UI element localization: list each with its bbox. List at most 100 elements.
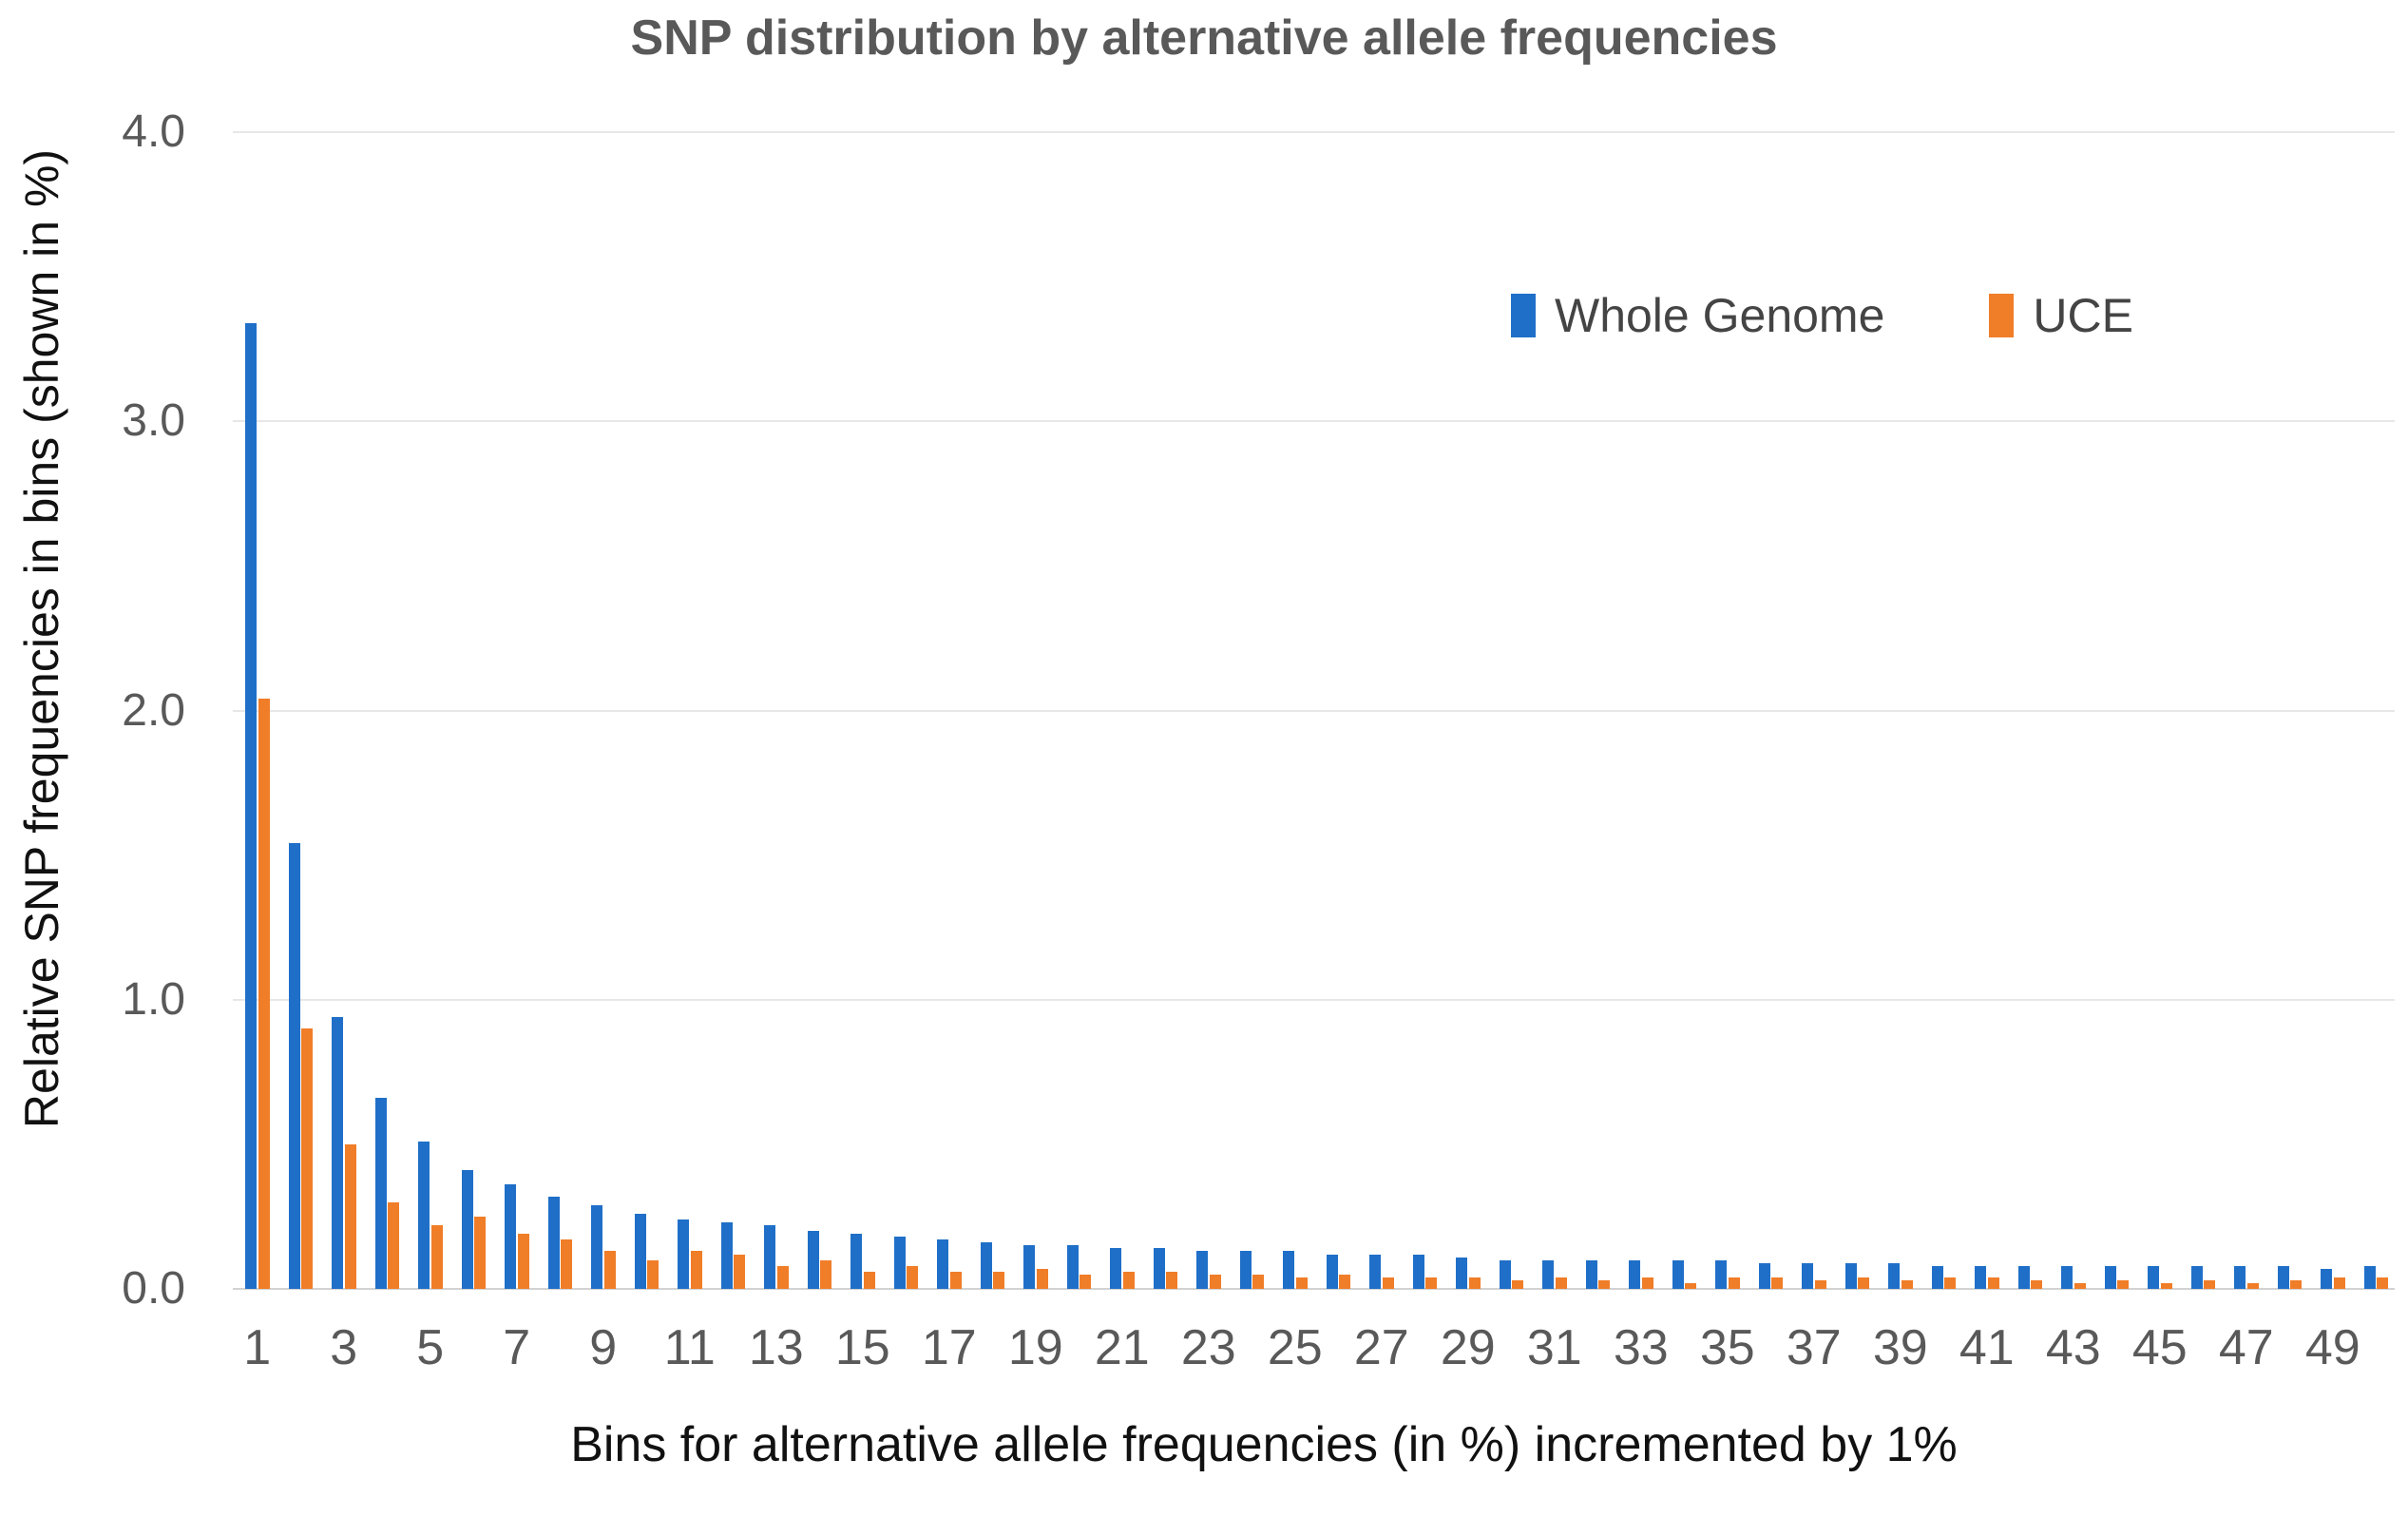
x-tick-label-31: 31: [1526, 1320, 1582, 1375]
bar-uce-bin-14: [820, 1259, 831, 1289]
bar-uce-bin-42: [2031, 1279, 2042, 1289]
y-tick-label-0.0: 0.0: [122, 1263, 185, 1314]
bar-whole-genome-bin-11: [678, 1219, 689, 1289]
bar-uce-bin-12: [734, 1254, 745, 1289]
legend-item-whole-genome: Whole Genome: [1511, 288, 1884, 343]
bar-uce-bin-28: [1425, 1277, 1437, 1289]
x-tick-label-15: 15: [834, 1320, 890, 1375]
bar-whole-genome-bin-35: [1715, 1259, 1727, 1289]
bar-whole-genome-bin-39: [1888, 1262, 1900, 1289]
bar-uce-bin-34: [1685, 1282, 1696, 1289]
x-tick-label-33: 33: [1613, 1320, 1669, 1375]
bar-whole-genome-bin-6: [461, 1170, 473, 1289]
bar-uce-bin-9: [603, 1251, 616, 1289]
y-tick-label-4.0: 4.0: [122, 106, 185, 157]
bar-uce-bin-10: [647, 1259, 659, 1289]
x-tick-label-27: 27: [1353, 1320, 1409, 1375]
gridline-y-2.0: [233, 709, 2395, 712]
bar-uce-bin-1: [258, 699, 270, 1289]
bar-uce-bin-47: [2246, 1282, 2259, 1289]
bar-uce-bin-20: [1080, 1274, 1091, 1289]
bar-whole-genome-bin-34: [1672, 1259, 1684, 1289]
bar-whole-genome-bin-42: [2017, 1265, 2030, 1289]
bar-uce-bin-36: [1771, 1277, 1783, 1289]
legend-label-whole-genome: Whole Genome: [1555, 289, 1885, 342]
bar-uce-bin-46: [2204, 1279, 2215, 1289]
bar-uce-bin-6: [474, 1216, 486, 1289]
x-tick-label-41: 41: [1959, 1320, 2015, 1375]
x-tick-label-13: 13: [748, 1320, 804, 1375]
bar-uce-bin-48: [2290, 1279, 2302, 1289]
bar-whole-genome-bin-50: [2363, 1265, 2376, 1289]
x-tick-label-1: 1: [243, 1320, 272, 1375]
x-tick-label-7: 7: [503, 1320, 531, 1375]
bar-whole-genome-bin-45: [2148, 1265, 2159, 1289]
bar-whole-genome-bin-25: [1283, 1251, 1294, 1289]
bar-uce-bin-17: [949, 1271, 962, 1289]
legend-swatch-whole-genome-icon: [1511, 294, 1536, 337]
bar-uce-bin-15: [863, 1271, 875, 1289]
bar-whole-genome-bin-12: [720, 1222, 733, 1289]
bar-uce-bin-19: [1036, 1268, 1048, 1289]
x-tick-label-43: 43: [2045, 1320, 2101, 1375]
y-tick-label-1.0: 1.0: [122, 973, 185, 1025]
x-axis-baseline: [233, 1288, 2395, 1290]
bar-uce-bin-37: [1814, 1279, 1826, 1289]
bar-uce-bin-33: [1641, 1277, 1653, 1289]
bar-whole-genome-bin-48: [2277, 1265, 2289, 1289]
bar-uce-bin-26: [1339, 1274, 1350, 1289]
gridline-y-1.0: [233, 998, 2395, 1001]
bar-whole-genome-bin-41: [1975, 1265, 1986, 1289]
bar-uce-bin-31: [1555, 1277, 1567, 1289]
x-tick-label-39: 39: [1872, 1320, 1928, 1375]
x-axis-title: Bins for alternative allele frequencies …: [570, 1417, 1958, 1472]
y-tick-label-2.0: 2.0: [122, 684, 185, 736]
bar-uce-bin-41: [1987, 1277, 1999, 1289]
bar-uce-bin-50: [2377, 1277, 2388, 1289]
bar-whole-genome-bin-38: [1844, 1262, 1857, 1289]
bar-uce-bin-49: [2333, 1277, 2345, 1289]
bar-uce-bin-7: [517, 1234, 529, 1289]
x-tick-label-47: 47: [2218, 1320, 2274, 1375]
chart-title: SNP distribution by alternative allele f…: [630, 10, 1778, 66]
bar-uce-bin-38: [1858, 1277, 1869, 1289]
x-tick-label-17: 17: [921, 1320, 977, 1375]
bar-whole-genome-bin-36: [1758, 1262, 1770, 1289]
bar-uce-bin-22: [1166, 1271, 1177, 1289]
bar-whole-genome-bin-37: [1802, 1262, 1813, 1289]
bar-uce-bin-16: [907, 1265, 918, 1289]
x-tick-label-11: 11: [663, 1320, 716, 1375]
plot-area: [233, 131, 2395, 1290]
bar-uce-bin-45: [2160, 1282, 2172, 1289]
bar-whole-genome-bin-5: [418, 1141, 430, 1289]
bar-whole-genome-bin-47: [2234, 1265, 2246, 1289]
bar-uce-bin-13: [776, 1265, 789, 1289]
x-tick-label-29: 29: [1440, 1320, 1496, 1375]
bar-uce-bin-8: [561, 1239, 572, 1289]
bar-uce-bin-43: [2074, 1282, 2086, 1289]
bar-uce-bin-21: [1122, 1271, 1135, 1289]
x-tick-label-45: 45: [2131, 1320, 2188, 1375]
bar-whole-genome-bin-21: [1110, 1248, 1121, 1289]
bar-uce-bin-5: [430, 1225, 443, 1289]
bar-whole-genome-bin-22: [1153, 1248, 1165, 1289]
bar-whole-genome-bin-23: [1196, 1251, 1208, 1289]
legend-label-uce: UCE: [2033, 289, 2133, 342]
bar-whole-genome-bin-20: [1066, 1245, 1079, 1289]
x-tick-label-9: 9: [589, 1320, 618, 1375]
x-tick-label-35: 35: [1699, 1320, 1755, 1375]
bar-whole-genome-bin-7: [505, 1184, 516, 1289]
gridline-y-3.0: [233, 420, 2395, 423]
bar-uce-bin-44: [2117, 1279, 2129, 1289]
legend: Whole Genome UCE: [1511, 288, 2133, 343]
bar-uce-bin-23: [1209, 1274, 1221, 1289]
bar-whole-genome-bin-29: [1456, 1257, 1467, 1289]
bar-whole-genome-bin-19: [1023, 1245, 1035, 1289]
bar-uce-bin-30: [1512, 1279, 1523, 1289]
bar-whole-genome-bin-14: [807, 1231, 819, 1289]
bar-whole-genome-bin-17: [937, 1239, 948, 1289]
bar-whole-genome-bin-24: [1239, 1251, 1252, 1289]
x-tick-label-19: 19: [1007, 1320, 1063, 1375]
bar-uce-bin-18: [993, 1271, 1004, 1289]
